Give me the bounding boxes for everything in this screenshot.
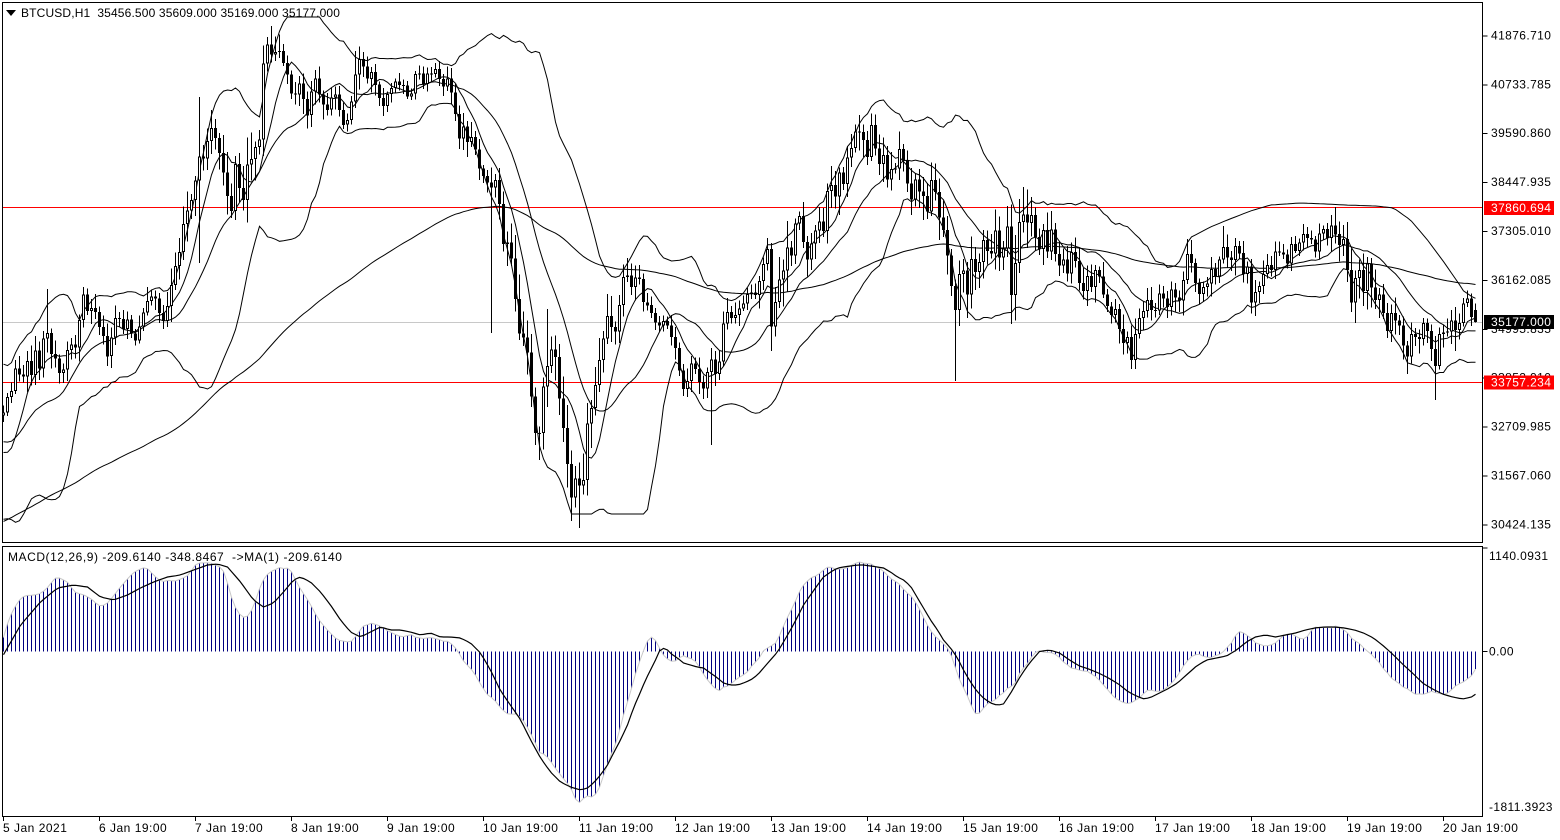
svg-text:20 Jan 19:00: 20 Jan 19:00 <box>1443 821 1518 835</box>
svg-text:7 Jan 19:00: 7 Jan 19:00 <box>195 821 263 835</box>
svg-text:6 Jan 19:00: 6 Jan 19:00 <box>99 821 167 835</box>
svg-text:0.00: 0.00 <box>1489 645 1514 659</box>
svg-text:38447.935: 38447.935 <box>1491 175 1551 189</box>
svg-text:18 Jan 19:00: 18 Jan 19:00 <box>1251 821 1326 835</box>
svg-text:13 Jan 19:00: 13 Jan 19:00 <box>771 821 846 835</box>
svg-text:MACD(12,26,9) -209.6140 -348.8: MACD(12,26,9) -209.6140 -348.8467 ->MA(1… <box>8 550 342 564</box>
svg-text:15 Jan 19:00: 15 Jan 19:00 <box>963 821 1038 835</box>
svg-text:14 Jan 19:00: 14 Jan 19:00 <box>867 821 942 835</box>
svg-text:17 Jan 19:00: 17 Jan 19:00 <box>1155 821 1230 835</box>
svg-text:39590.860: 39590.860 <box>1491 126 1551 140</box>
svg-text:9 Jan 19:00: 9 Jan 19:00 <box>387 821 455 835</box>
svg-text:35177.000: 35177.000 <box>1491 315 1551 329</box>
svg-text:31567.060: 31567.060 <box>1491 469 1551 483</box>
svg-text:19 Jan 19:00: 19 Jan 19:00 <box>1347 821 1422 835</box>
svg-text:10 Jan 19:00: 10 Jan 19:00 <box>483 821 558 835</box>
svg-text:33757.234: 33757.234 <box>1491 376 1551 390</box>
svg-text:-1811.3923: -1811.3923 <box>1489 800 1553 814</box>
svg-text:5 Jan 2021: 5 Jan 2021 <box>3 821 67 835</box>
svg-text:40733.785: 40733.785 <box>1491 77 1551 91</box>
svg-text:16 Jan 19:00: 16 Jan 19:00 <box>1059 821 1134 835</box>
svg-text:1140.0931: 1140.0931 <box>1489 549 1548 563</box>
svg-text:36162.085: 36162.085 <box>1491 273 1551 287</box>
svg-text:32709.985: 32709.985 <box>1491 420 1551 434</box>
svg-text:30424.135: 30424.135 <box>1491 517 1551 531</box>
svg-text:37860.694: 37860.694 <box>1491 201 1551 215</box>
svg-text:41876.710: 41876.710 <box>1491 28 1551 42</box>
svg-text:11 Jan 19:00: 11 Jan 19:00 <box>579 821 654 835</box>
svg-text:BTCUSD,H1 35456.500 35609.000: BTCUSD,H1 35456.500 35609.000 35169.000 … <box>21 6 340 20</box>
svg-text:12 Jan 19:00: 12 Jan 19:00 <box>675 821 750 835</box>
svg-text:37305.010: 37305.010 <box>1491 224 1551 238</box>
svg-text:8 Jan 19:00: 8 Jan 19:00 <box>291 821 359 835</box>
